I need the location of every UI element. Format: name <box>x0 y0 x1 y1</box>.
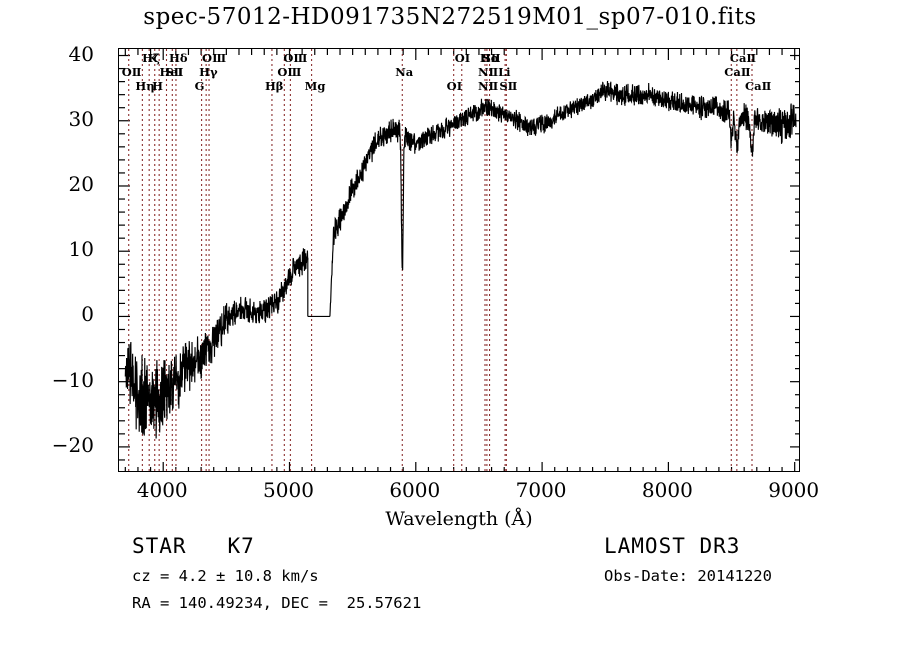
axis-ticks <box>119 49 799 471</box>
plot-area: OⅡ Hη Hζ K H HeⅠ Hδ SⅡ G Hγ OⅢ Hβ OⅢ OⅢ Mg Na OⅠ OⅠ NⅡ NⅡ Hα… <box>118 48 800 472</box>
coordinates-text: RA = 140.49234, DEC = 25.57621 <box>132 594 422 612</box>
y-tick-label: −10 <box>51 367 94 392</box>
y-tick-label: −20 <box>51 432 94 457</box>
line-marker-label: CaⅡ <box>744 79 772 93</box>
line-marker-label: SⅡ <box>482 51 501 65</box>
spectrum-curve <box>124 80 797 439</box>
x-tick-label: 9000 <box>768 478 820 502</box>
line-marker-label: Hβ <box>264 79 284 93</box>
footer-right: LAMOST DR3 Obs-Date: 20141220 <box>604 534 772 585</box>
page-title: spec-57012-HD091735N272519M01_sp07-010.f… <box>143 4 757 30</box>
x-tick-label: 7000 <box>515 478 567 502</box>
line-marker-label: OⅢ <box>277 65 302 79</box>
line-marker-label: H <box>152 79 164 93</box>
line-marker-label: HeⅠ <box>159 65 184 79</box>
line-marker-label: Mg <box>304 79 326 93</box>
line-marker-label: Hη <box>135 79 155 93</box>
spectrum-canvas <box>119 49 799 471</box>
y-tick-label: 10 <box>68 237 94 262</box>
line-marker-label: OⅠ <box>454 51 471 65</box>
obs-date-text: Obs-Date: 20141220 <box>604 567 772 585</box>
x-tick-label: 5000 <box>263 478 314 502</box>
line-marker-label: Hα <box>479 51 500 65</box>
x-tick-label: 4000 <box>136 478 188 502</box>
line-marker-label: OⅢ <box>283 51 308 65</box>
line-marker-label: NⅡ <box>478 65 499 79</box>
line-marker-label: G <box>194 79 205 93</box>
line-marker-label: NⅡ <box>478 79 499 93</box>
radial-velocity-text: cz = 4.2 ± 10.8 km/s <box>132 567 319 585</box>
line-marker-label: Hγ <box>199 65 218 79</box>
line-marker-label: Li <box>498 65 511 79</box>
line-marker-label: Hζ <box>142 51 160 65</box>
line-marker-label: SⅡ <box>165 65 184 79</box>
line-marker-label: CaⅡ <box>729 51 757 65</box>
object-class-text: STAR K7 <box>132 534 255 558</box>
x-tick-label: 6000 <box>389 478 441 502</box>
line-marker-label: K <box>147 51 158 65</box>
y-axis-label: Flux (relative) <box>0 0 2 140</box>
y-tick-label: 40 <box>68 41 94 66</box>
line-marker-label: Na <box>395 65 414 79</box>
line-marker-label: OⅢ <box>202 51 227 65</box>
y-tick-label: 0 <box>81 302 94 327</box>
footer-left: STAR K7 cz = 4.2 ± 10.8 km/s RA = 140.49… <box>132 534 421 612</box>
survey-name-text: LAMOST DR3 <box>604 534 741 558</box>
line-marker-label: SⅡ <box>499 79 518 93</box>
y-tick-label: 20 <box>68 171 94 196</box>
line-marker-label: OⅠ <box>446 79 463 93</box>
x-tick-label: 8000 <box>641 478 693 502</box>
line-marker-label: CaⅡ <box>724 65 751 79</box>
line-marker-label: OⅡ <box>121 65 142 79</box>
y-tick-label: 30 <box>68 106 94 131</box>
line-marker-rules <box>128 49 753 471</box>
line-marker-label: Hδ <box>168 51 188 65</box>
x-axis-label: Wavelength (Å) <box>385 508 533 530</box>
